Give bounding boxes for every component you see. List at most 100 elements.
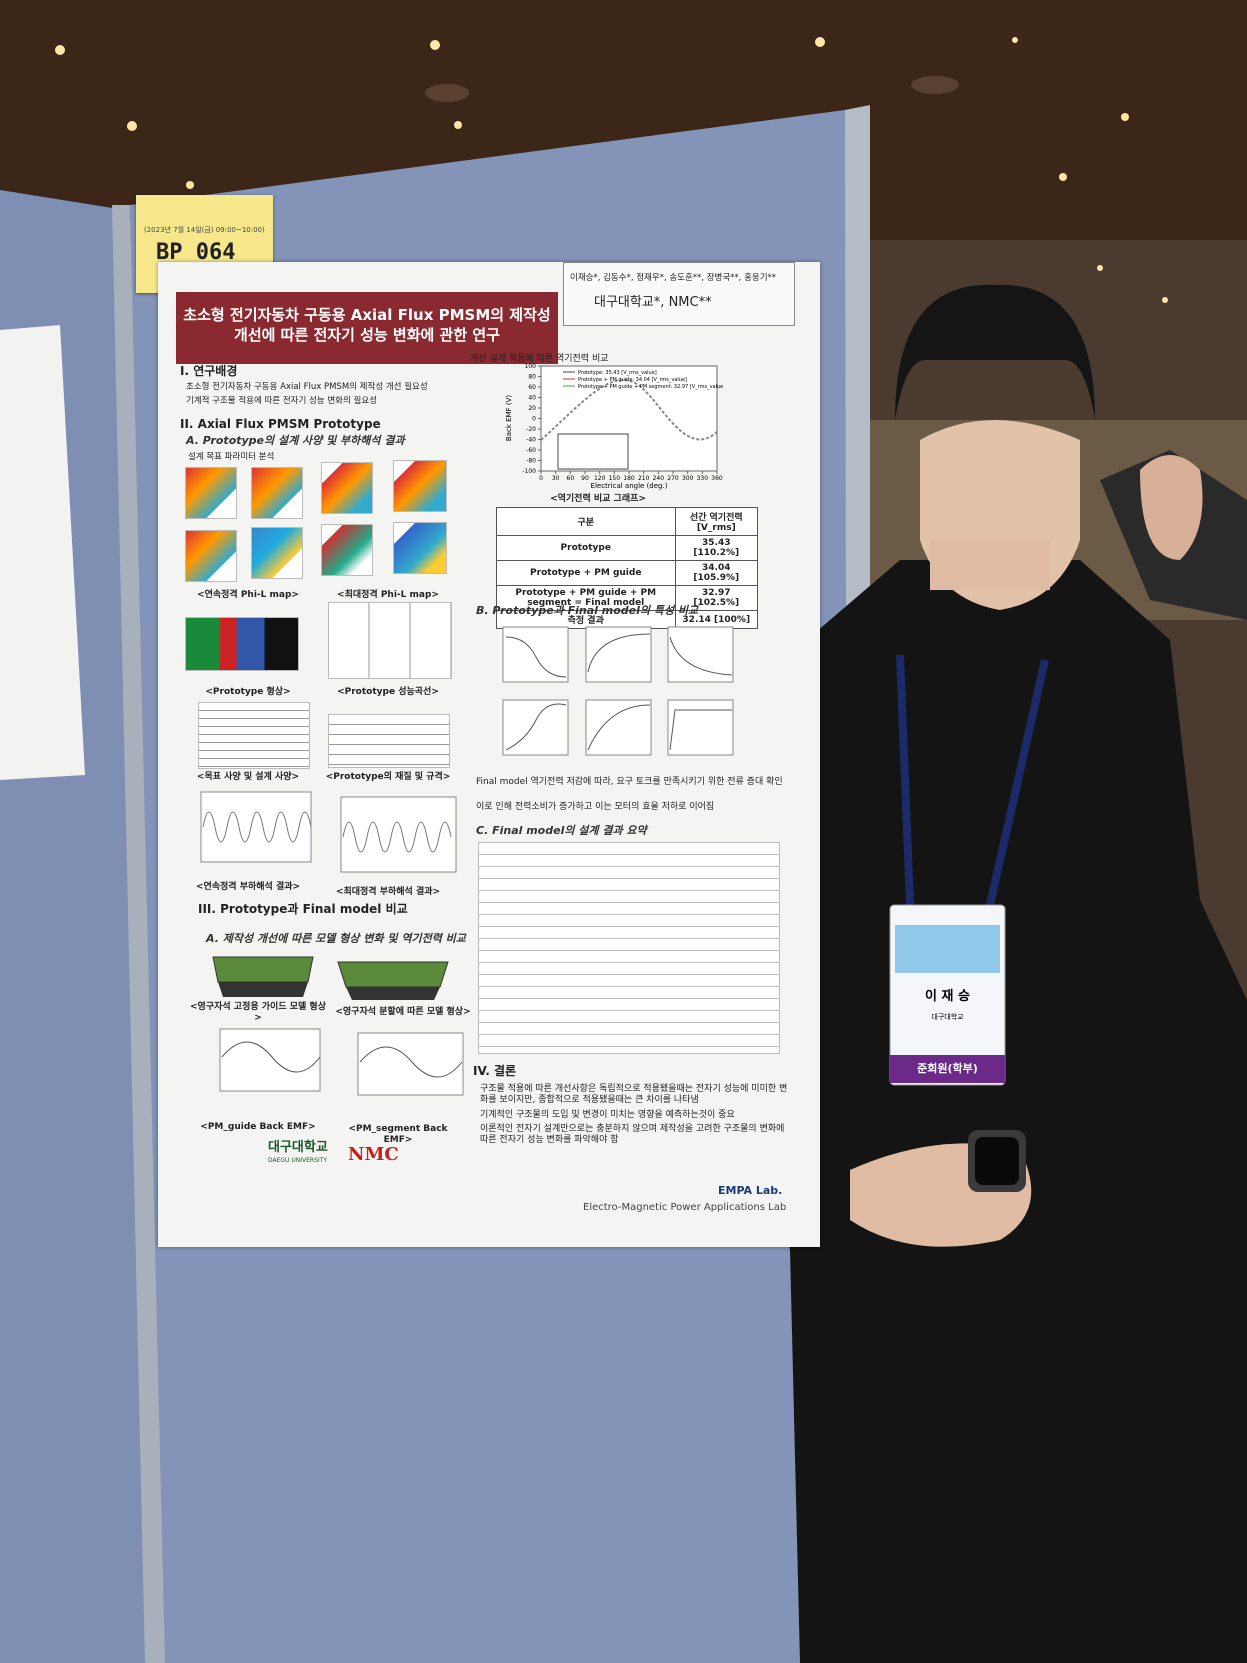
x-tick-label: 30 <box>552 475 560 482</box>
y-tick-label: 60 <box>528 384 536 391</box>
x-tick-label: 120 <box>594 475 606 482</box>
bullet: 이로 인해 전력소비가 증가하고 이는 모터의 효율 저하로 이어짐 <box>476 802 715 812</box>
table-cell: Prototype + PM guide <box>496 560 676 586</box>
subheading: B. Prototype과 Final model의 특성 비교 <box>476 604 699 617</box>
subheading: A. 제작성 개선에 따른 모델 형상 변화 및 역기전력 비교 <box>206 932 466 945</box>
table-cell: Prototype + PM guide + PM segment = Fina… <box>496 585 676 611</box>
x-tick-label: 210 <box>638 475 650 482</box>
bullet: 설계 목표 파라미터 분석 <box>188 452 275 462</box>
section-heading: III. Prototype과 Final model 비교 <box>198 902 408 916</box>
univ-logo-en: DAEGU UNIVERSITY <box>268 1157 327 1164</box>
subheading: A. Prototype의 설계 사양 및 부하해석 결과 <box>186 434 405 447</box>
spec-table-image <box>328 714 450 768</box>
table-cell: 35.43 [110.2%] <box>674 535 758 561</box>
header-cell: 선간 역기전력 [V_rms] <box>674 507 758 536</box>
x-tick-label: 180 <box>623 475 635 482</box>
lab-logo: EMPA Lab. <box>718 1184 783 1197</box>
caption: <목표 사양 및 설계 사양> <box>196 772 300 782</box>
map-image <box>185 530 237 582</box>
x-tick-label: 150 <box>609 475 621 482</box>
caption: <PM_guide Back EMF> <box>200 1122 316 1132</box>
x-tick-label: 90 <box>581 475 589 482</box>
map-image <box>393 522 447 574</box>
model-images <box>212 956 449 1000</box>
bullet: 초소형 전기자동차 구동용 Axial Flux PMSM의 제작성 개선 필요… <box>186 382 428 392</box>
name-tag-grade: 준회원(학부) <box>917 1062 978 1075</box>
x-tick-label: 240 <box>653 475 665 482</box>
y-tick-label: -100 <box>522 468 536 475</box>
x-tick-label: 60 <box>567 475 575 482</box>
bullet: 개선 설계 적용에 따른 역기전력 비교 <box>470 354 609 364</box>
badge-date: (2023년 7월 14일(금) 09:00~10:00) <box>144 226 265 234</box>
y-tick-label: -40 <box>526 437 536 444</box>
caption: <Prototype 성능곡선> <box>337 687 439 697</box>
y-tick-label: -80 <box>526 458 536 465</box>
y-tick-label: -20 <box>526 426 536 433</box>
curve-image <box>328 602 452 679</box>
y-tick-label: 40 <box>528 395 536 402</box>
table-cell: 32.97 [102.5%] <box>674 585 758 611</box>
x-axis-label: Electrical angle (deg.) <box>591 482 668 490</box>
bullet: Final model 역기전력 저감에 따라, 요구 토크를 만족시키기 위한… <box>476 777 783 787</box>
y-tick-label: 100 <box>525 363 537 370</box>
y-axis-label: Back EMF (V) <box>505 395 513 441</box>
emf-plots <box>219 1028 464 1096</box>
section-heading: I. 연구배경 <box>180 364 238 378</box>
caption: <Prototype의 재질 및 규격> <box>325 772 451 782</box>
authors: 이재승*, 김동수*, 정재우*, 송도훈**, 장병국**, 홍웅기** <box>570 273 777 283</box>
map-image <box>251 467 303 519</box>
caption: <최대정격 Phi-L map> <box>337 590 439 600</box>
map-image <box>321 462 373 514</box>
shape-image <box>185 617 299 671</box>
y-tick-label: 20 <box>528 405 536 412</box>
table-row: Prototype + PM guide + PM segment = Fina… <box>496 585 758 611</box>
map-image <box>393 460 447 512</box>
section-heading: IV. 결론 <box>473 1064 517 1078</box>
author-box: 이재승*, 김동수*, 정재우*, 송도훈**, 장병국**, 홍웅기** 대구… <box>563 262 795 326</box>
badge-code: BP 064 <box>156 240 236 265</box>
poster-title: 초소형 전기자동차 구동용 Axial Flux PMSM의 제작성 개선에 따… <box>182 306 552 345</box>
name-tag-name: 이 재 승 <box>925 989 970 1004</box>
x-tick-label: 360 <box>711 475 723 482</box>
caption: <연속정격 부하해석 결과> <box>195 882 301 892</box>
legend-label: Prototype + PM guide + PM segment: 32.97… <box>578 384 723 390</box>
title-line: 초소형 전기자동차 구동용 Axial Flux PMSM의 제작성 <box>183 306 551 324</box>
map-image <box>321 524 373 576</box>
table-row: Prototype 35.43 [110.2%] <box>496 535 758 561</box>
x-tick-label: 330 <box>697 475 709 482</box>
legend-label: Prototype + PM guide: 34.04 [V_rms_value… <box>578 377 687 383</box>
lab-name: Electro-Magnetic Power Applications Lab <box>583 1202 787 1213</box>
bullet: 구조물 적용에 따른 개선사항은 독립적으로 적용됐을때는 전자기 성능에 미미… <box>480 1084 788 1106</box>
caption: <영구자석 분할에 따른 모델 형상> <box>335 1007 471 1017</box>
table-row: Prototype + PM guide 34.04 [105.9%] <box>496 560 758 586</box>
y-tick-label: 0 <box>532 416 536 423</box>
spec-table-image <box>198 702 310 769</box>
table-row: 구분 선간 역기전력 [V_rms] <box>496 507 758 536</box>
caption: <연속정격 Phi-L map> <box>197 590 299 600</box>
characteristic-plots <box>502 626 734 756</box>
legend-label: Prototype: 35.43 [V_rms_value] <box>578 370 657 376</box>
table-cell: Prototype <box>496 535 676 561</box>
x-tick-label: 270 <box>667 475 679 482</box>
bullet: 기계적인 구조물의 도입 및 변경이 미치는 영향을 예측하는것이 중요 <box>480 1110 735 1120</box>
bullet: 기계적 구조물 적용에 따른 전자기 성능 변화의 필요성 <box>186 396 377 406</box>
caption: <PM_segment Back EMF> <box>348 1124 448 1146</box>
univ-logo: 대구대학교 <box>268 1140 328 1155</box>
bullet: 이론적인 전자기 설계만으로는 충분하지 않으며 제작성을 고려한 구조물의 변… <box>480 1124 785 1146</box>
title-line: 개선에 따른 전자기 성능 변화에 관한 연구 <box>234 325 500 344</box>
affiliation: 대구대학교*, NMC** <box>594 295 712 310</box>
x-tick-label: 300 <box>682 475 694 482</box>
name-tag-org: 대구대학교 <box>931 1013 964 1021</box>
y-tick-label: -60 <box>526 447 536 454</box>
title-bar: 초소형 전기자동차 구동용 Axial Flux PMSM의 제작성 개선에 따… <box>176 292 558 364</box>
subheading: C. Final model의 설계 결과 요약 <box>476 824 647 837</box>
caption: <최대정격 부하해석 결과> <box>335 887 441 897</box>
map-image <box>185 467 237 519</box>
torque-plot <box>200 791 312 863</box>
y-tick-label: 80 <box>528 374 536 381</box>
x-tick-label: 0 <box>539 475 543 482</box>
emf-chart: Electrical angle (deg.) Back EMF (V) 0 30… <box>505 363 723 490</box>
torque-plot <box>340 796 457 873</box>
section-heading: II. Axial Flux PMSM Prototype <box>180 417 381 431</box>
